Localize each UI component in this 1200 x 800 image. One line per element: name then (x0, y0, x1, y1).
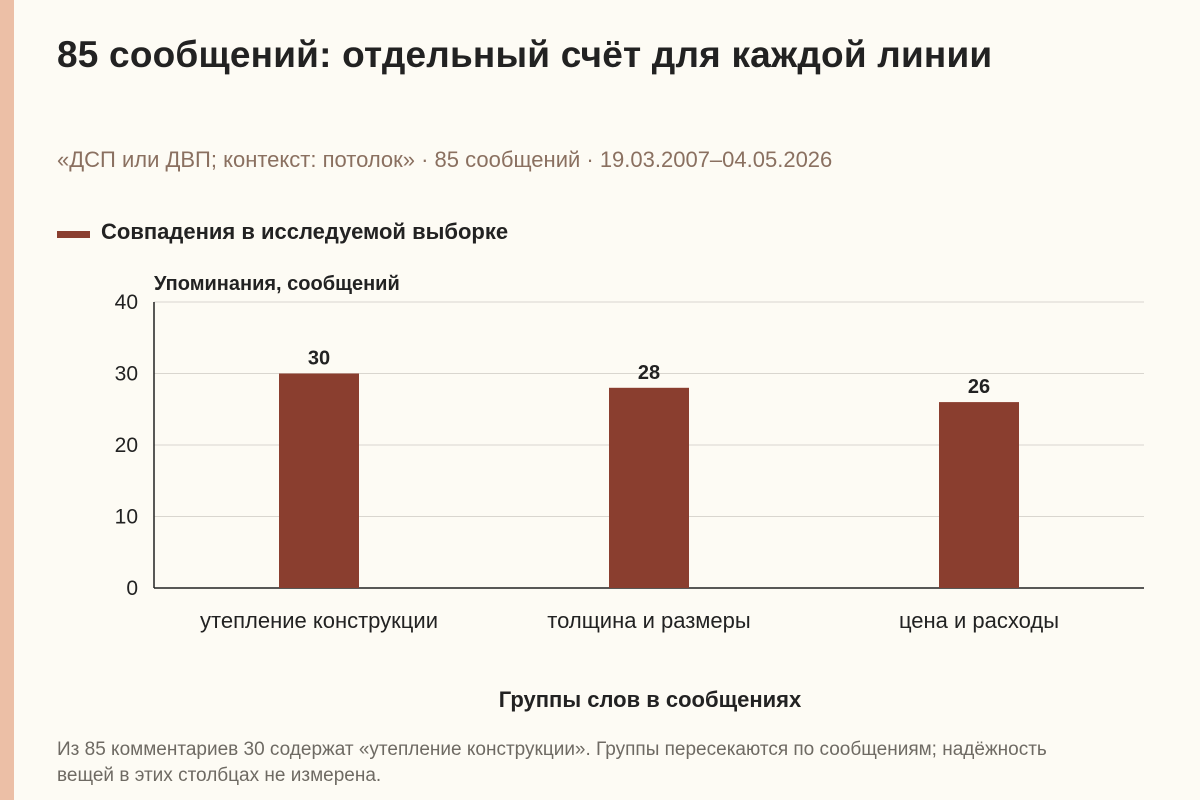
bar-2 (609, 387, 689, 588)
bar-1 (279, 373, 359, 588)
y-tick-label-30: 30 (115, 363, 138, 386)
bar-3 (939, 402, 1019, 588)
legend-swatch (57, 230, 90, 238)
y-tick-label-0: 0 (126, 577, 138, 600)
accent-strip (0, 0, 14, 800)
legend-label: Совпадения в исследуемой выборке (101, 219, 509, 244)
x-tick-label-3: цена и расходы (899, 608, 1059, 633)
bar-value-label-3: 26 (968, 376, 990, 398)
footnote: Из 85 комментариев 30 содержат «утеплени… (57, 739, 1047, 786)
chart-title: 85 сообщений: отдельный счёт для каждой … (57, 34, 993, 75)
y-tick-label-10: 10 (115, 506, 138, 529)
chart-subtitle: «ДСП или ДВП; контекст: потолок» · 85 со… (57, 147, 833, 172)
y-tick-label-40: 40 (115, 291, 138, 314)
x-tick-label-2: толщина и размеры (547, 608, 750, 633)
bar-value-label-1: 30 (308, 348, 330, 370)
x-axis-label: Группы слов в сообщениях (498, 687, 802, 712)
legend: Совпадения в исследуемой выборке (57, 219, 508, 245)
y-axis-label: Упоминания, сообщений (154, 273, 400, 295)
bar-value-label-2: 28 (638, 362, 660, 384)
x-tick-label-1: утепление конструкции (200, 608, 438, 633)
y-tick-label-20: 20 (115, 434, 138, 457)
